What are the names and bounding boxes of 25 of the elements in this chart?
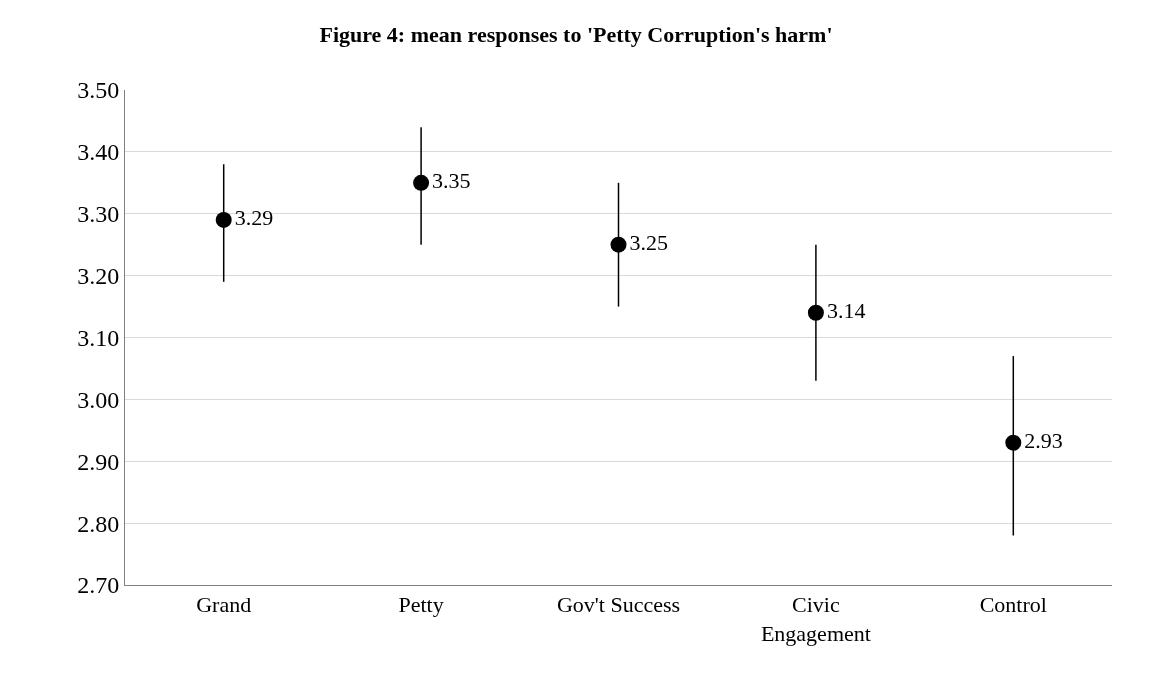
point — [1005, 434, 1022, 451]
point — [610, 236, 627, 253]
y-tick-label: 3.10 — [77, 324, 120, 351]
y-tick-label: 3.00 — [77, 386, 120, 413]
y-tick-label: 2.90 — [77, 448, 120, 475]
x-tick-label: Gov't Success — [556, 592, 681, 618]
point — [807, 304, 824, 321]
data-label: 3.14 — [826, 298, 866, 324]
x-tick-label: Grand — [196, 592, 252, 618]
y-tick-label: 3.40 — [77, 139, 120, 166]
data-label: 3.35 — [432, 168, 471, 194]
x-tick-label: Control — [979, 592, 1047, 618]
data-label: 3.25 — [629, 230, 668, 256]
point — [413, 174, 430, 191]
data-label: 3.29 — [234, 205, 274, 231]
chart-title: Figure 4: mean responses to 'Petty Corruption's harm' — [319, 22, 833, 48]
x-tick-label: Civic Engagement — [760, 592, 871, 646]
data-label: 2.93 — [1024, 428, 1063, 454]
y-tick-label: 3.50 — [77, 77, 120, 104]
point — [215, 211, 232, 228]
y-tick-label: 3.20 — [77, 263, 120, 290]
x-tick-label: Petty — [398, 592, 444, 618]
y-tick-label: 3.30 — [77, 201, 120, 228]
y-tick-label: 2.70 — [77, 572, 120, 599]
y-tick-label: 2.80 — [77, 510, 120, 537]
